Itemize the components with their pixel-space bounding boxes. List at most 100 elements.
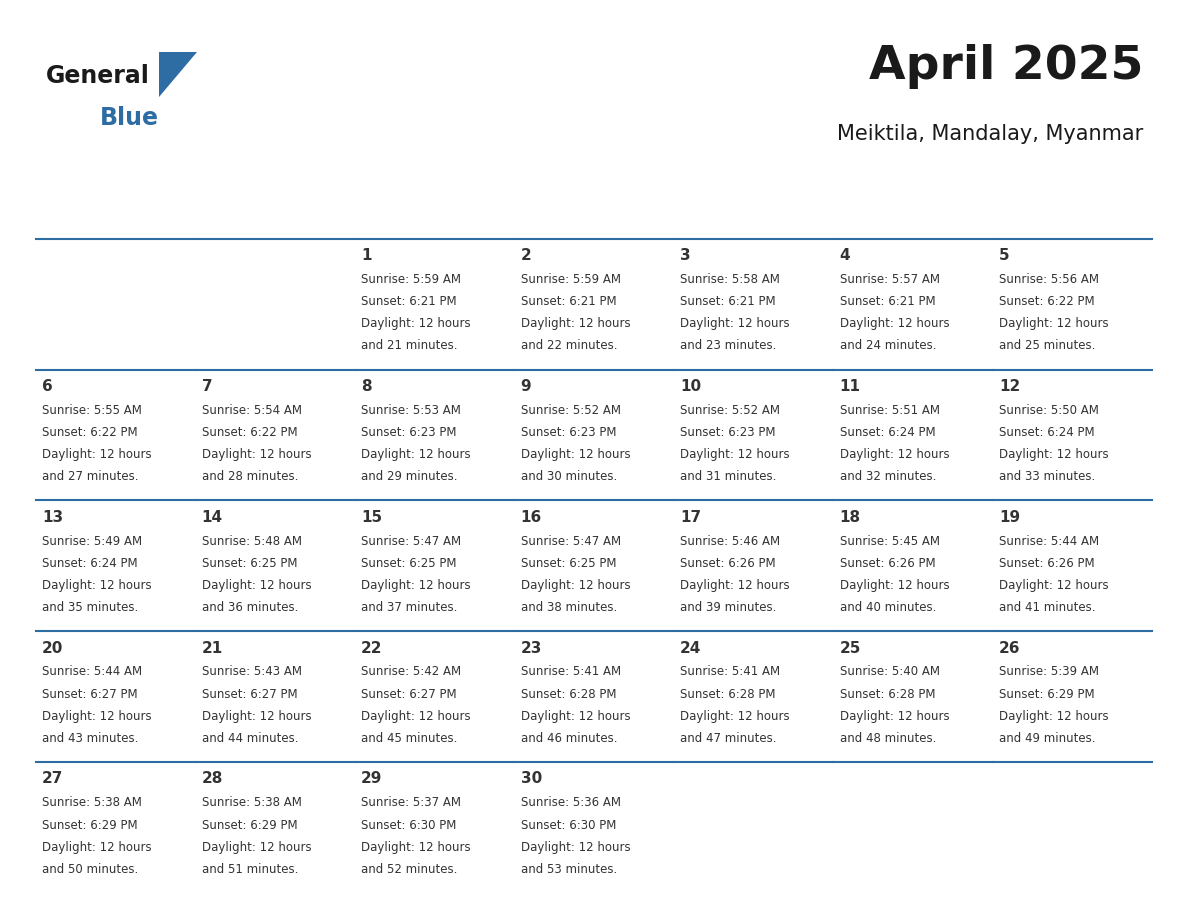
- Text: General: General: [45, 64, 150, 88]
- Text: Sunset: 6:28 PM: Sunset: 6:28 PM: [681, 688, 776, 700]
- Text: Sunset: 6:30 PM: Sunset: 6:30 PM: [520, 819, 617, 832]
- Text: Daylight: 12 hours: Daylight: 12 hours: [520, 710, 631, 723]
- Text: April 2025: April 2025: [868, 44, 1143, 89]
- Text: Sunrise: 5:49 AM: Sunrise: 5:49 AM: [42, 534, 143, 547]
- Text: 29: 29: [361, 771, 383, 787]
- Text: Sunset: 6:22 PM: Sunset: 6:22 PM: [999, 295, 1095, 308]
- Text: 23: 23: [520, 641, 542, 655]
- Text: 28: 28: [202, 771, 223, 787]
- Text: Daylight: 12 hours: Daylight: 12 hours: [999, 448, 1108, 461]
- Text: Daylight: 12 hours: Daylight: 12 hours: [840, 448, 949, 461]
- Text: Daylight: 12 hours: Daylight: 12 hours: [520, 579, 631, 592]
- Text: Sunset: 6:21 PM: Sunset: 6:21 PM: [520, 295, 617, 308]
- Text: Sunset: 6:22 PM: Sunset: 6:22 PM: [202, 426, 297, 439]
- Text: 30: 30: [520, 771, 542, 787]
- Text: Sunrise: 5:56 AM: Sunrise: 5:56 AM: [999, 273, 1099, 285]
- Text: Monday: Monday: [204, 205, 272, 219]
- Text: Sunday: Sunday: [45, 205, 108, 219]
- Text: and 29 minutes.: and 29 minutes.: [361, 470, 457, 484]
- Text: Sunrise: 5:41 AM: Sunrise: 5:41 AM: [681, 666, 781, 678]
- Text: and 41 minutes.: and 41 minutes.: [999, 601, 1095, 614]
- Text: Sunset: 6:28 PM: Sunset: 6:28 PM: [520, 688, 617, 700]
- Text: 4: 4: [840, 248, 851, 263]
- Text: Daylight: 12 hours: Daylight: 12 hours: [681, 710, 790, 723]
- Text: Sunrise: 5:47 AM: Sunrise: 5:47 AM: [520, 534, 621, 547]
- Text: 9: 9: [520, 379, 531, 394]
- Text: Sunrise: 5:38 AM: Sunrise: 5:38 AM: [42, 796, 141, 810]
- Text: and 39 minutes.: and 39 minutes.: [681, 601, 777, 614]
- Text: and 44 minutes.: and 44 minutes.: [202, 733, 298, 745]
- Text: Sunrise: 5:46 AM: Sunrise: 5:46 AM: [681, 534, 781, 547]
- Text: Daylight: 12 hours: Daylight: 12 hours: [42, 710, 152, 723]
- Text: Sunrise: 5:52 AM: Sunrise: 5:52 AM: [681, 404, 781, 417]
- Text: and 36 minutes.: and 36 minutes.: [202, 601, 298, 614]
- Text: and 40 minutes.: and 40 minutes.: [840, 601, 936, 614]
- Text: Daylight: 12 hours: Daylight: 12 hours: [681, 579, 790, 592]
- Text: Sunset: 6:26 PM: Sunset: 6:26 PM: [840, 557, 935, 570]
- Text: Sunset: 6:26 PM: Sunset: 6:26 PM: [681, 557, 776, 570]
- Text: Daylight: 12 hours: Daylight: 12 hours: [840, 318, 949, 330]
- Text: Tuesday: Tuesday: [365, 205, 434, 219]
- Text: Daylight: 12 hours: Daylight: 12 hours: [999, 710, 1108, 723]
- Text: Daylight: 12 hours: Daylight: 12 hours: [202, 710, 311, 723]
- Text: and 21 minutes.: and 21 minutes.: [361, 340, 457, 353]
- Text: 6: 6: [42, 379, 52, 394]
- Text: Sunrise: 5:59 AM: Sunrise: 5:59 AM: [361, 273, 461, 285]
- Text: Wednesday: Wednesday: [524, 205, 623, 219]
- Text: 12: 12: [999, 379, 1020, 394]
- Text: Daylight: 12 hours: Daylight: 12 hours: [361, 579, 470, 592]
- Text: Meiktila, Mandalay, Myanmar: Meiktila, Mandalay, Myanmar: [838, 124, 1143, 143]
- Text: Sunrise: 5:54 AM: Sunrise: 5:54 AM: [202, 404, 302, 417]
- Text: Daylight: 12 hours: Daylight: 12 hours: [681, 448, 790, 461]
- Text: Daylight: 12 hours: Daylight: 12 hours: [361, 448, 470, 461]
- Text: 8: 8: [361, 379, 372, 394]
- Text: and 25 minutes.: and 25 minutes.: [999, 340, 1095, 353]
- Text: Sunset: 6:24 PM: Sunset: 6:24 PM: [42, 557, 138, 570]
- Text: and 32 minutes.: and 32 minutes.: [840, 470, 936, 484]
- Text: Sunrise: 5:44 AM: Sunrise: 5:44 AM: [999, 534, 1099, 547]
- Text: Sunrise: 5:44 AM: Sunrise: 5:44 AM: [42, 666, 143, 678]
- Text: Sunset: 6:22 PM: Sunset: 6:22 PM: [42, 426, 138, 439]
- Text: Sunset: 6:26 PM: Sunset: 6:26 PM: [999, 557, 1095, 570]
- Text: Sunrise: 5:40 AM: Sunrise: 5:40 AM: [840, 666, 940, 678]
- Text: Daylight: 12 hours: Daylight: 12 hours: [42, 841, 152, 854]
- Text: Sunset: 6:29 PM: Sunset: 6:29 PM: [999, 688, 1095, 700]
- Text: 25: 25: [840, 641, 861, 655]
- Text: and 43 minutes.: and 43 minutes.: [42, 733, 138, 745]
- Text: Sunrise: 5:50 AM: Sunrise: 5:50 AM: [999, 404, 1099, 417]
- Text: Sunset: 6:23 PM: Sunset: 6:23 PM: [361, 426, 456, 439]
- Text: Daylight: 12 hours: Daylight: 12 hours: [681, 318, 790, 330]
- Text: Sunrise: 5:38 AM: Sunrise: 5:38 AM: [202, 796, 302, 810]
- Text: Daylight: 12 hours: Daylight: 12 hours: [520, 448, 631, 461]
- Text: 27: 27: [42, 771, 63, 787]
- Text: Friday: Friday: [842, 205, 896, 219]
- Text: 2: 2: [520, 248, 531, 263]
- Text: Sunset: 6:28 PM: Sunset: 6:28 PM: [840, 688, 935, 700]
- Text: Sunrise: 5:59 AM: Sunrise: 5:59 AM: [520, 273, 620, 285]
- Text: and 45 minutes.: and 45 minutes.: [361, 733, 457, 745]
- Text: Sunset: 6:25 PM: Sunset: 6:25 PM: [361, 557, 456, 570]
- Text: and 52 minutes.: and 52 minutes.: [361, 863, 457, 876]
- Text: and 38 minutes.: and 38 minutes.: [520, 601, 617, 614]
- Text: 11: 11: [840, 379, 860, 394]
- Text: and 23 minutes.: and 23 minutes.: [681, 340, 777, 353]
- Text: Sunrise: 5:53 AM: Sunrise: 5:53 AM: [361, 404, 461, 417]
- Text: Daylight: 12 hours: Daylight: 12 hours: [361, 841, 470, 854]
- Text: Daylight: 12 hours: Daylight: 12 hours: [202, 448, 311, 461]
- Text: Sunset: 6:21 PM: Sunset: 6:21 PM: [361, 295, 456, 308]
- Text: 21: 21: [202, 641, 223, 655]
- Text: Sunset: 6:27 PM: Sunset: 6:27 PM: [42, 688, 138, 700]
- Text: Sunset: 6:21 PM: Sunset: 6:21 PM: [681, 295, 776, 308]
- Text: Sunset: 6:29 PM: Sunset: 6:29 PM: [202, 819, 297, 832]
- Text: 18: 18: [840, 509, 861, 525]
- Text: and 30 minutes.: and 30 minutes.: [520, 470, 617, 484]
- Text: Daylight: 12 hours: Daylight: 12 hours: [361, 318, 470, 330]
- Text: Sunrise: 5:51 AM: Sunrise: 5:51 AM: [840, 404, 940, 417]
- Text: and 22 minutes.: and 22 minutes.: [520, 340, 617, 353]
- Text: Daylight: 12 hours: Daylight: 12 hours: [202, 579, 311, 592]
- Text: and 47 minutes.: and 47 minutes.: [681, 733, 777, 745]
- Text: Saturday: Saturday: [1003, 205, 1080, 219]
- Text: Sunset: 6:29 PM: Sunset: 6:29 PM: [42, 819, 138, 832]
- Text: Sunrise: 5:42 AM: Sunrise: 5:42 AM: [361, 666, 461, 678]
- Text: and 37 minutes.: and 37 minutes.: [361, 601, 457, 614]
